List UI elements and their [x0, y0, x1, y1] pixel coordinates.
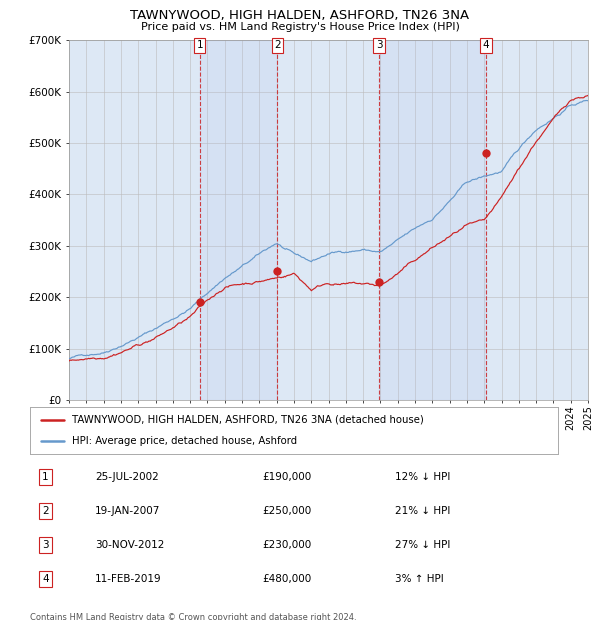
- Text: £250,000: £250,000: [263, 506, 312, 516]
- Text: 21% ↓ HPI: 21% ↓ HPI: [395, 506, 450, 516]
- Bar: [200, 40, 277, 400]
- Text: Price paid vs. HM Land Registry's House Price Index (HPI): Price paid vs. HM Land Registry's House …: [140, 22, 460, 32]
- Text: TAWNYWOOD, HIGH HALDEN, ASHFORD, TN26 3NA: TAWNYWOOD, HIGH HALDEN, ASHFORD, TN26 3N…: [130, 9, 470, 22]
- Text: £230,000: £230,000: [263, 540, 312, 551]
- Text: 2: 2: [274, 40, 281, 50]
- Text: TAWNYWOOD, HIGH HALDEN, ASHFORD, TN26 3NA (detached house): TAWNYWOOD, HIGH HALDEN, ASHFORD, TN26 3N…: [72, 415, 424, 425]
- Text: 11-FEB-2019: 11-FEB-2019: [95, 574, 161, 585]
- Text: 4: 4: [42, 574, 49, 585]
- Bar: [379, 40, 486, 400]
- Text: Contains HM Land Registry data © Crown copyright and database right 2024.: Contains HM Land Registry data © Crown c…: [30, 614, 356, 620]
- Text: HPI: Average price, detached house, Ashford: HPI: Average price, detached house, Ashf…: [72, 436, 298, 446]
- Text: 25-JUL-2002: 25-JUL-2002: [95, 472, 158, 482]
- Text: 2: 2: [42, 506, 49, 516]
- Text: 3: 3: [376, 40, 382, 50]
- Text: £480,000: £480,000: [263, 574, 312, 585]
- Text: £190,000: £190,000: [263, 472, 312, 482]
- Text: 19-JAN-2007: 19-JAN-2007: [95, 506, 160, 516]
- Text: 30-NOV-2012: 30-NOV-2012: [95, 540, 164, 551]
- Text: 27% ↓ HPI: 27% ↓ HPI: [395, 540, 450, 551]
- Text: 3% ↑ HPI: 3% ↑ HPI: [395, 574, 443, 585]
- Text: 4: 4: [483, 40, 490, 50]
- Text: 1: 1: [196, 40, 203, 50]
- Text: 3: 3: [42, 540, 49, 551]
- Text: 12% ↓ HPI: 12% ↓ HPI: [395, 472, 450, 482]
- Text: 1: 1: [42, 472, 49, 482]
